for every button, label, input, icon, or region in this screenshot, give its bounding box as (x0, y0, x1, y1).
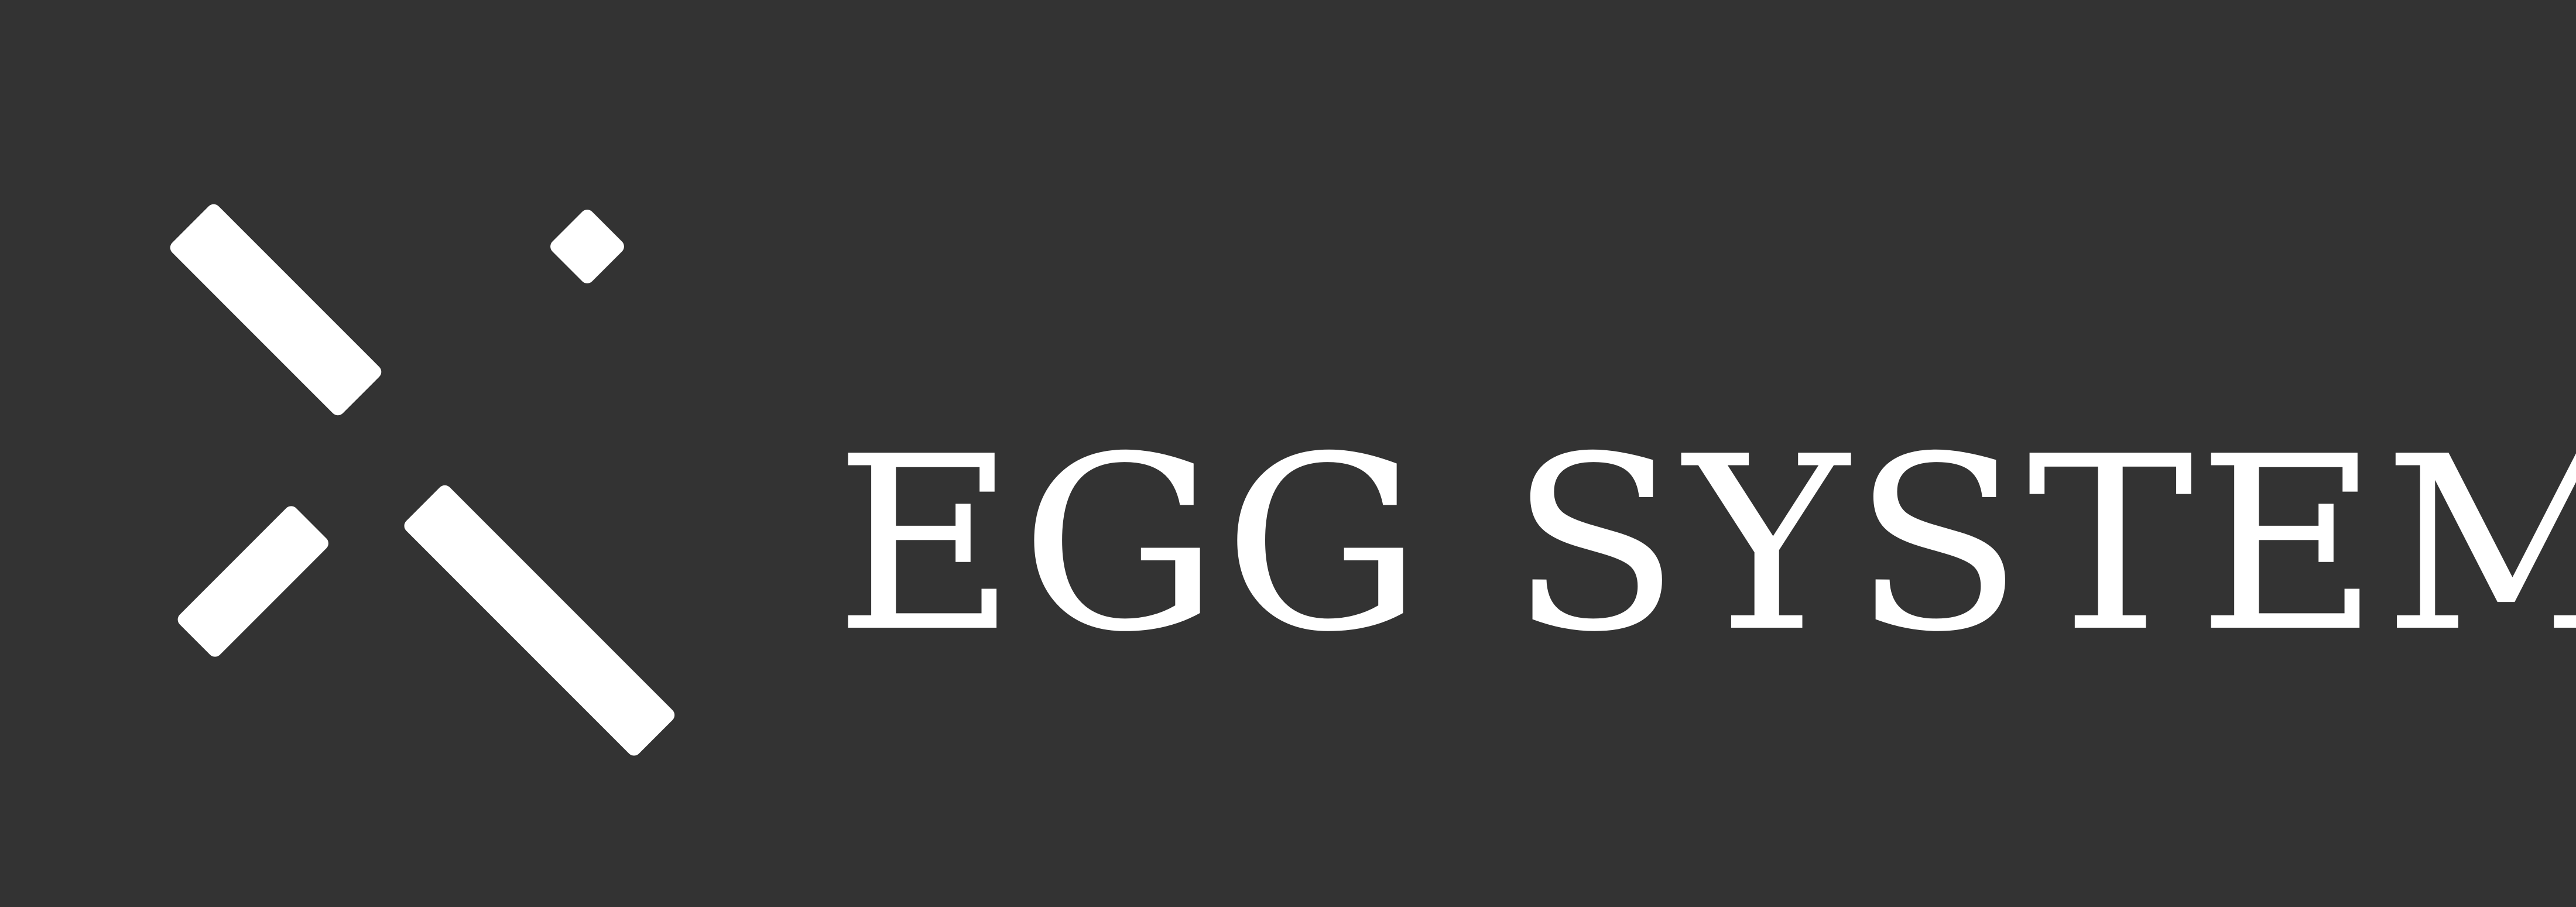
brand-wordmark: EGG SYSTEM (834, 405, 2576, 684)
logo-bar-bottom-right (404, 485, 675, 756)
logo-bar-top-left (170, 204, 382, 416)
diagonal-bars-icon (170, 204, 675, 756)
logo-diamond-top-right (550, 210, 624, 283)
logo-bar-bottom-left (177, 506, 328, 657)
